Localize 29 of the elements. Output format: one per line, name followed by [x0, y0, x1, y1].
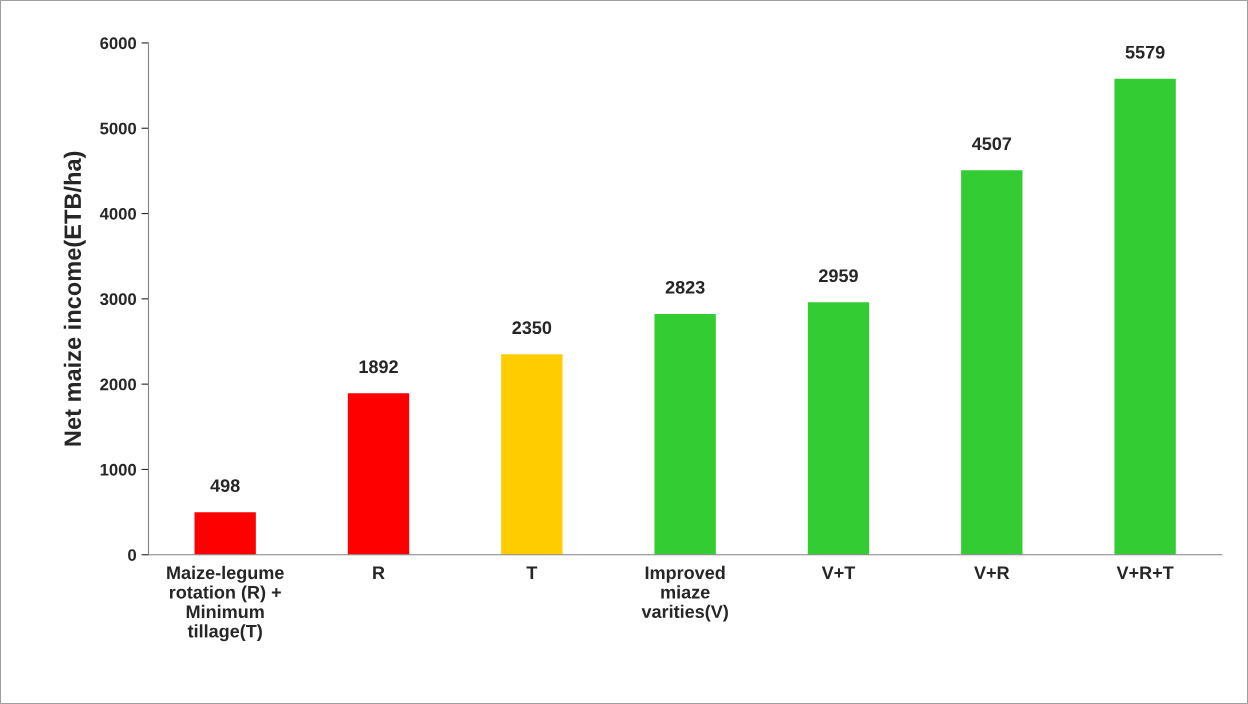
y-tick-label: 5000: [100, 122, 137, 135]
x-tick-label: V+R+T: [1116, 566, 1174, 579]
x-tick-label: R: [373, 566, 385, 579]
bar: [807, 302, 870, 555]
bar: [1114, 78, 1176, 555]
y-tick-label: 4000: [99, 207, 137, 220]
data-label: 4507: [972, 137, 1012, 151]
x-tick-label: V+R: [974, 566, 1010, 579]
y-axis-title: Net maize income(ETB/ha): [63, 151, 86, 446]
data-label: 2350: [512, 321, 552, 335]
y-tick-label: 1000: [100, 463, 137, 476]
bar: [501, 354, 563, 555]
y-tick-label: 2000: [100, 378, 137, 391]
bar: [194, 512, 256, 555]
bar: [347, 393, 410, 555]
x-tick-label: T: [526, 566, 538, 579]
data-label: 5579: [1125, 45, 1165, 59]
bar: [961, 170, 1023, 555]
y-tick-label: 6000: [100, 37, 137, 50]
x-tick-label: Maize-legume rotation (R) + Minimum tillage(T): [167, 565, 284, 642]
data-label: 2959: [819, 269, 858, 283]
data-label: 1892: [359, 360, 398, 374]
y-tick-label: 3000: [100, 293, 137, 306]
y-tick-label: 0: [128, 549, 137, 561]
bar: [654, 313, 716, 555]
data-label: 498: [210, 479, 240, 493]
data-label: 2823: [665, 280, 705, 294]
x-tick-label: V+T: [821, 566, 856, 579]
x-tick-label: Improved miaze varities(V): [641, 565, 728, 622]
